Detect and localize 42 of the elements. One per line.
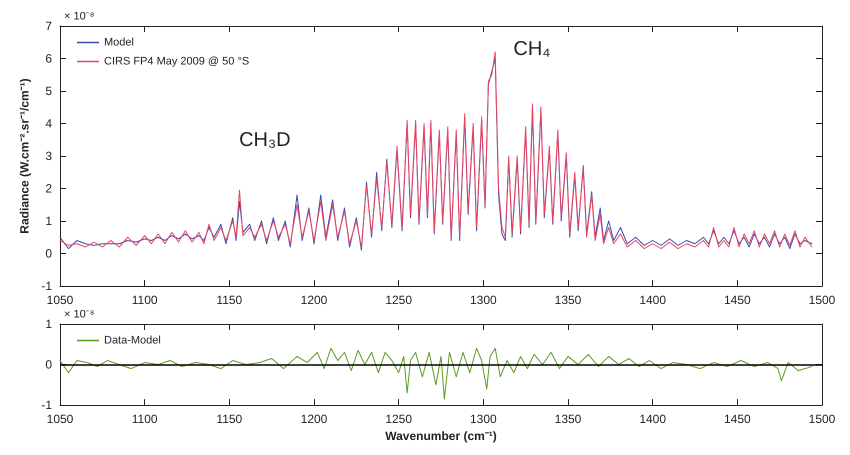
y-tick-label: 2 (45, 182, 52, 196)
x-axis-title: Wavenumber (cm⁻¹) (385, 429, 497, 443)
x-tick-label: 1450 (724, 293, 752, 307)
x-tick-label: 1050 (46, 412, 74, 426)
legend-label: Model (104, 36, 134, 48)
annotation: CH₄ (513, 38, 550, 60)
y-tick-label: 1 (45, 214, 52, 228)
x-tick-label: 1400 (639, 293, 666, 307)
legend-label: Data-Model (104, 334, 161, 346)
y-tick-label: -1 (41, 279, 52, 293)
x-tick-label: 1450 (724, 412, 752, 426)
x-tick-label: 1250 (385, 293, 412, 307)
x-tick-label: 1200 (300, 412, 328, 426)
x-tick-label: 1300 (470, 293, 498, 307)
y-tick-label: -1 (41, 398, 52, 412)
y-tick-label: 5 (45, 84, 52, 98)
x-tick-label: 1300 (470, 412, 498, 426)
y-tick-label: 4 (45, 116, 52, 130)
x-tick-label: 1400 (639, 412, 666, 426)
x-tick-label: 1100 (132, 293, 158, 307)
y-tick-label: 0 (45, 358, 52, 372)
y-tick-label: 1 (45, 317, 52, 331)
x-tick-label: 1500 (808, 293, 836, 307)
x-tick-label: 1250 (385, 412, 412, 426)
text: × 10⁻⁸ (64, 308, 94, 320)
legend-label: CIRS FP4 May 2009 @ 50 °S (104, 56, 250, 68)
y-tick-label: 0 (45, 246, 52, 260)
line-series (60, 348, 812, 400)
y-tick-label: 7 (45, 19, 52, 33)
y-tick-label: 6 (45, 52, 52, 66)
x-tick-label: 1100 (132, 412, 158, 426)
x-tick-label: 1500 (808, 412, 836, 426)
text: × 10⁻⁸ (64, 10, 94, 22)
x-tick-label: 1350 (554, 293, 582, 307)
x-tick-label: 1350 (554, 412, 582, 426)
x-tick-label: 1150 (216, 293, 243, 307)
x-tick-label: 1050 (46, 293, 74, 307)
y-axis-title: Radiance (W.cm⁻².sr⁻¹/cm⁻¹) (17, 78, 32, 234)
x-tick-label: 1150 (216, 412, 243, 426)
annotation: CH₃D (239, 129, 291, 151)
y-tick-label: 3 (45, 149, 52, 163)
x-tick-label: 1200 (300, 293, 328, 307)
